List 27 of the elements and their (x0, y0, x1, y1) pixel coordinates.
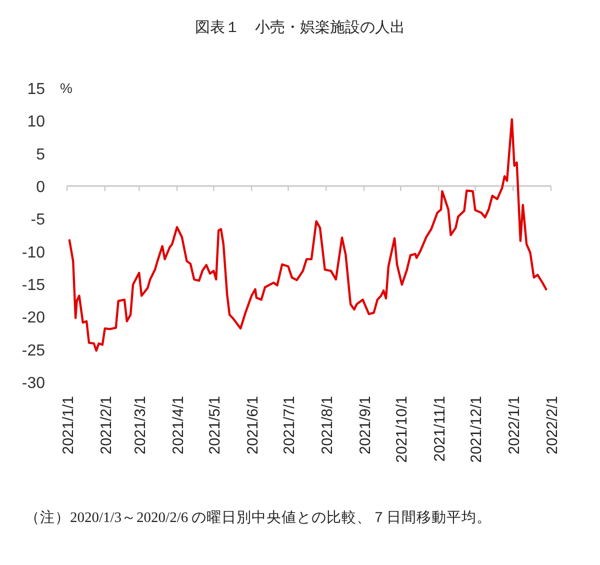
x-tick-label: 2022/1/1 (506, 396, 524, 454)
x-tick-label: 2021/12/1 (468, 396, 486, 463)
x-tick-label: 2021/10/1 (394, 396, 411, 463)
x-tick-label: 2021/1/1 (60, 396, 77, 454)
text: （注）2020/1/3～2020/2/6 の曜日別中央値との比較、７日間移動平均。 (25, 509, 492, 526)
x-tick-label: 2021/9/1 (357, 396, 374, 454)
x-tick-label: 2021/11/1 (432, 396, 449, 462)
y-tick-label: 10 (27, 114, 46, 131)
x-tick-label: 2021/5/1 (206, 396, 224, 454)
x-tick-label: 2021/3/1 (132, 396, 150, 454)
x-tick-label: 2022/2/1 (544, 396, 561, 454)
x-tick-label: 2021/8/1 (319, 396, 336, 454)
y-tick-label: -15 (22, 277, 46, 294)
y-tick-label: -25 (22, 342, 46, 360)
x-tick-label: 2021/2/1 (98, 396, 115, 454)
x-tick-label: 2021/6/1 (244, 396, 262, 454)
y-tick-label: -20 (22, 310, 46, 327)
x-tick-label: 2021/4/1 (170, 396, 187, 454)
y-tick-label: 0 (36, 179, 46, 196)
y-tick-label: -30 (22, 375, 46, 392)
y-tick-label: 15 (27, 81, 46, 98)
y-axis-title: % (60, 80, 72, 96)
y-tick-label: -10 (22, 244, 46, 262)
x-tick-label: 2021/7/1 (281, 396, 298, 454)
chart-title: 図表１ 小売・娯楽施設の人出 (195, 19, 405, 36)
y-tick-label: 5 (36, 146, 46, 164)
y-tick-label: -5 (30, 212, 46, 229)
